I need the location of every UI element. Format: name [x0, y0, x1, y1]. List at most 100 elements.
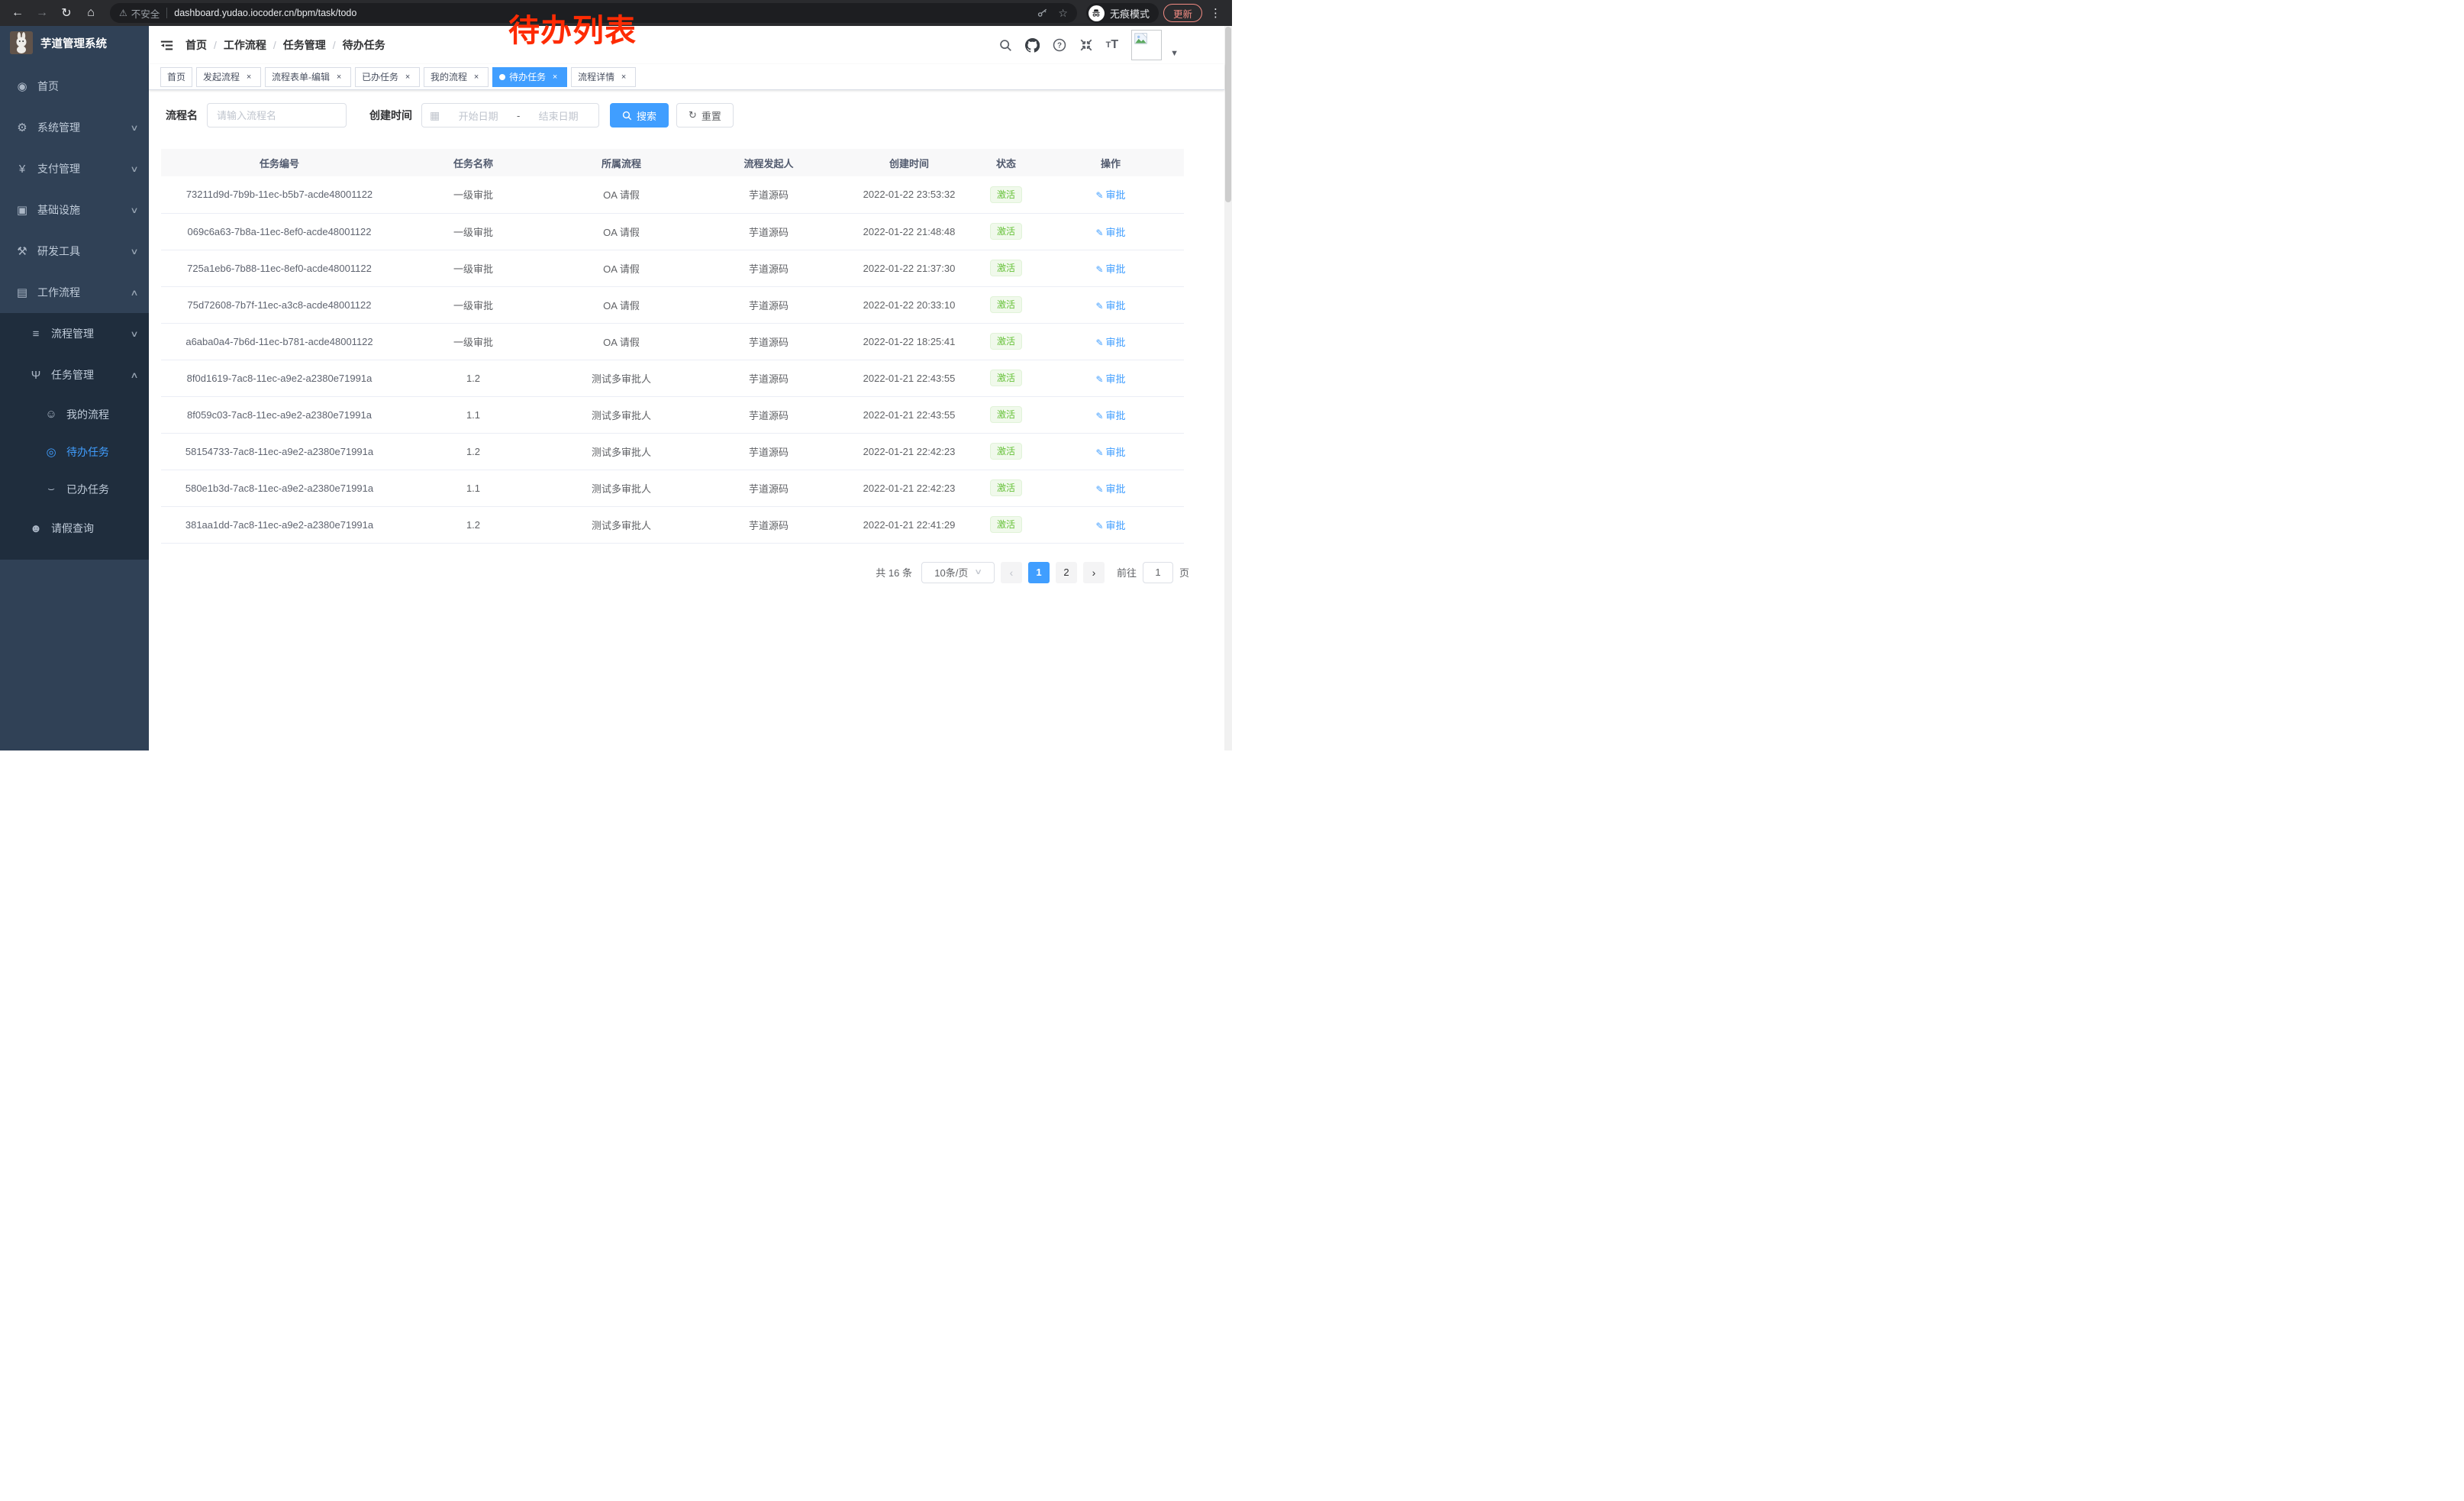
close-icon[interactable] [550, 72, 560, 82]
page-number-button[interactable]: 2 [1055, 561, 1077, 583]
sidebar-menu-item[interactable]: ⚒ 研发工具 ∨ [0, 231, 149, 272]
incognito-badge: 无痕模式 [1085, 3, 1159, 23]
cell-task-name: 一级审批 [398, 323, 549, 360]
prev-page-button[interactable]: ‹ [1000, 561, 1022, 583]
table-row: 069c6a63-7b8a-11ec-8ef0-acde48001122 一级审… [161, 213, 1184, 250]
reset-button[interactable]: ↻ 重置 [676, 103, 734, 128]
help-icon[interactable]: ? [1053, 38, 1066, 52]
search-icon[interactable] [999, 39, 1012, 52]
cell-process: 测试多审批人 [549, 470, 694, 507]
scrollbar-thumb[interactable] [1225, 27, 1231, 202]
browser-home-button[interactable]: ⌂ [87, 6, 95, 19]
approve-link[interactable]: ✎ 审批 [1095, 373, 1126, 385]
approve-link[interactable]: ✎ 审批 [1095, 263, 1126, 275]
create-time-label: 创建时间 [369, 109, 412, 121]
view-tab[interactable]: 首页 [160, 66, 193, 87]
view-tab[interactable]: 我的流程 [424, 66, 489, 87]
chevron-down-icon: ∨ [130, 123, 139, 133]
sidebar-menu-item[interactable]: Ψ 任务管理 ∧ [0, 354, 149, 395]
sidebar-menu-item[interactable]: ¥ 支付管理 ∨ [0, 148, 149, 189]
sidebar-menu-item[interactable]: ◎ 待办任务 [0, 433, 149, 470]
breadcrumb-item[interactable]: 工作流程 [223, 39, 266, 51]
saved-password-key-icon[interactable] [1037, 7, 1049, 19]
page-size-select[interactable]: 10条/页 ∨ [921, 561, 995, 583]
close-icon[interactable] [471, 72, 482, 82]
view-tab[interactable]: 待办任务 [492, 66, 568, 87]
browser-reload-button[interactable]: ↻ [61, 7, 72, 20]
cell-process: 测试多审批人 [549, 360, 694, 397]
edit-pencil-icon: ✎ [1095, 263, 1104, 275]
view-tab[interactable]: 流程详情 [571, 66, 637, 87]
cell-create-time: 2022-01-22 20:33:10 [843, 286, 975, 324]
end-date-placeholder[interactable]: 结束日期 [538, 110, 579, 122]
sidebar-menu-item[interactable]: ⚙ 系统管理 ∨ [0, 107, 149, 148]
approve-link[interactable]: ✎ 审批 [1095, 409, 1126, 421]
fullscreen-icon[interactable] [1079, 38, 1093, 52]
eye-open-icon: ◎ [46, 445, 56, 459]
cell-create-time: 2022-01-21 22:41:29 [843, 506, 975, 544]
table-column-header: 状态 [975, 149, 1037, 176]
avatar-dropdown-caret-icon[interactable]: ▼ [1170, 49, 1179, 58]
page-number-button[interactable]: 1 [1027, 561, 1050, 583]
sidebar-menu-item[interactable]: ☻ 请假查询 [0, 508, 149, 549]
approve-link[interactable]: ✎ 审批 [1095, 299, 1126, 311]
table-row: 580e1b3d-7ac8-11ec-a9e2-a2380e71991a 1.1… [161, 470, 1184, 507]
view-tab[interactable]: 流程表单-编辑 [265, 66, 352, 87]
table-column-header: 任务编号 [161, 149, 398, 176]
cell-task-name: 一级审批 [398, 250, 549, 287]
search-button[interactable]: 搜索 [610, 103, 669, 128]
approve-link[interactable]: ✎ 审批 [1095, 336, 1126, 348]
page-url[interactable]: dashboard.yudao.iocoder.cn/bpm/task/todo [174, 8, 357, 18]
menu-item-label: 基础设施 [37, 204, 80, 216]
start-date-placeholder[interactable]: 开始日期 [458, 110, 498, 122]
view-tab[interactable]: 已办任务 [355, 66, 421, 87]
bookmark-star-icon[interactable]: ☆ [1058, 6, 1068, 19]
close-icon[interactable] [618, 72, 629, 82]
jump-page-input[interactable] [1142, 561, 1173, 583]
approve-link[interactable]: ✎ 审批 [1095, 226, 1126, 238]
menu-item-label: 请假查询 [51, 522, 94, 534]
breadcrumb-item[interactable]: 待办任务 [342, 39, 385, 51]
tab-label: 待办任务 [509, 72, 547, 82]
page-scrollbar[interactable] [1224, 26, 1232, 750]
browser-forward-button[interactable]: → [36, 6, 48, 19]
cell-task-name: 1.1 [398, 470, 549, 507]
view-tab[interactable]: 发起流程 [196, 66, 262, 87]
close-icon[interactable] [334, 72, 344, 82]
approve-link[interactable]: ✎ 审批 [1095, 519, 1126, 531]
breadcrumb-item[interactable]: 任务管理 [282, 39, 326, 51]
github-icon[interactable] [1024, 37, 1040, 53]
address-bar[interactable]: ⚠ 不安全 dashboard.yudao.iocoder.cn/bpm/tas… [110, 3, 1077, 23]
sidebar-menu-item[interactable]: ⌣ 已办任务 [0, 470, 149, 508]
sidebar-menu-item[interactable]: ▣ 基础设施 ∨ [0, 189, 149, 231]
cell-starter: 芋道源码 [694, 433, 843, 470]
approve-link[interactable]: ✎ 审批 [1095, 189, 1126, 202]
incognito-icon [1088, 5, 1105, 21]
cell-task-id: 381aa1dd-7ac8-11ec-a9e2-a2380e71991a [161, 506, 398, 544]
sidebar-menu-item[interactable]: ▤ 工作流程 ∧ [0, 272, 149, 313]
sidebar-menu-item[interactable]: ≡ 流程管理 ∨ [0, 313, 149, 354]
browser-menu-icon[interactable]: ⋮ [1210, 7, 1221, 20]
approve-link[interactable]: ✎ 审批 [1095, 483, 1126, 495]
close-icon[interactable] [243, 72, 254, 82]
sidebar-logo-row[interactable]: 芋道管理系统 [0, 26, 149, 60]
process-name-input[interactable] [207, 103, 347, 128]
browser-update-button[interactable]: 更新 [1163, 4, 1202, 22]
next-page-button[interactable]: › [1082, 561, 1105, 583]
cell-task-id: 725a1eb6-7b88-11ec-8ef0-acde48001122 [161, 250, 398, 287]
browser-back-button[interactable]: ← [11, 6, 24, 19]
cell-task-name: 1.2 [398, 506, 549, 544]
tab-label: 已办任务 [362, 72, 399, 82]
date-range-picker[interactable]: ▦ 开始日期 - 结束日期 [421, 103, 599, 128]
security-label[interactable]: 不安全 [131, 8, 160, 20]
table-header-row: 任务编号 任务名称 所属流程 流程发起人 创建时间 状态 操作 [161, 149, 1184, 176]
approve-link[interactable]: ✎ 审批 [1095, 446, 1126, 458]
breadcrumb-item[interactable]: 首页 [185, 39, 207, 51]
sidebar-menu-item[interactable]: ☺ 我的流程 [0, 395, 149, 433]
avatar[interactable] [1131, 30, 1163, 60]
sidebar-menu-item[interactable]: ◉ 首页 [0, 66, 149, 107]
cell-process: 测试多审批人 [549, 506, 694, 544]
collapse-sidebar-icon[interactable] [160, 39, 173, 52]
close-icon[interactable] [402, 72, 413, 82]
